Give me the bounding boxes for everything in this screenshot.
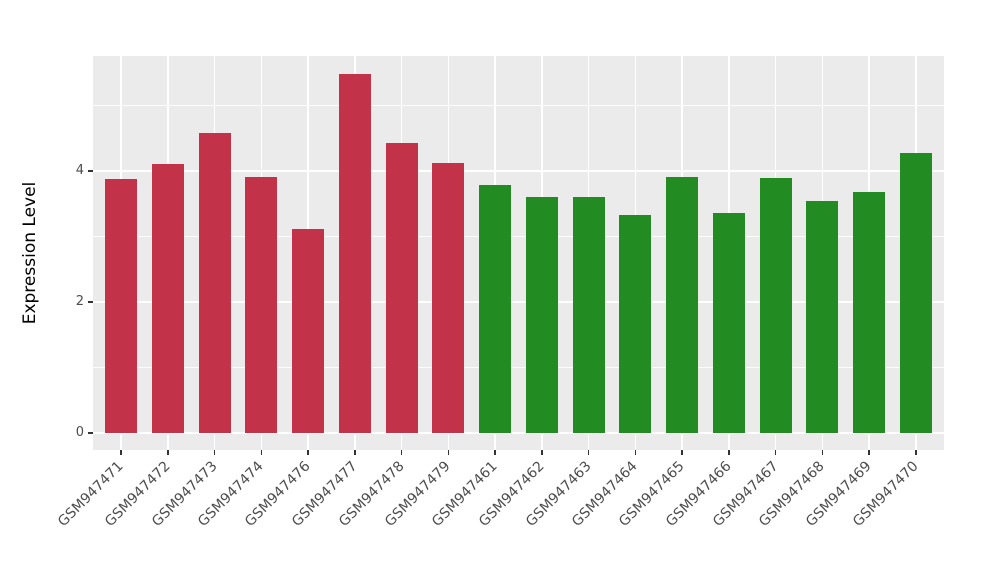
x-tick-mark (167, 450, 169, 455)
plot-panel (93, 56, 944, 450)
bar-GSM947465 (666, 177, 698, 433)
bar-GSM947466 (713, 213, 745, 433)
x-tick-mark (681, 450, 683, 455)
bar-GSM947474 (245, 177, 277, 433)
bar-GSM947462 (526, 196, 558, 433)
gridline-major (93, 431, 944, 434)
gridline-major (93, 301, 944, 303)
x-tick-mark (120, 450, 122, 455)
x-tick-mark (541, 450, 543, 455)
y-tick-label: 0 (75, 424, 84, 440)
x-tick-mark (915, 450, 917, 455)
y-tick-mark (88, 432, 93, 434)
x-tick-mark (868, 450, 870, 455)
x-tick-mark (587, 450, 590, 455)
gridline-major (93, 170, 944, 172)
x-tick-mark (447, 450, 450, 455)
bar-GSM947467 (760, 178, 792, 433)
gridline-minor (93, 105, 944, 107)
bar-GSM947477 (339, 74, 371, 433)
x-tick-mark (213, 450, 216, 455)
bar-GSM947476 (292, 229, 324, 433)
y-tick-mark (88, 170, 93, 172)
x-tick-mark (774, 450, 777, 455)
bar-GSM947470 (900, 152, 932, 433)
bar-GSM947473 (199, 133, 231, 433)
x-tick-mark (400, 450, 403, 455)
y-tick-mark (88, 301, 93, 303)
x-tick-mark (494, 450, 496, 455)
x-tick-mark (307, 450, 309, 455)
bar-GSM947472 (152, 163, 184, 433)
x-tick-mark (821, 450, 824, 455)
bar-GSM947461 (479, 184, 511, 433)
bar-GSM947469 (853, 192, 885, 433)
gridline-minor (93, 367, 944, 369)
bar-GSM947471 (105, 179, 137, 433)
gridline-minor (93, 236, 944, 238)
bar-GSM947468 (806, 200, 838, 433)
bar-GSM947464 (619, 215, 651, 433)
x-tick-mark (728, 450, 730, 455)
x-tick-mark (354, 450, 356, 455)
y-tick-label: 2 (75, 294, 84, 310)
bar-GSM947479 (432, 163, 464, 433)
x-tick-mark (260, 450, 263, 455)
bar-GSM947478 (386, 143, 418, 433)
y-tick-label: 4 (75, 163, 84, 179)
bar-GSM947463 (573, 196, 605, 433)
x-tick-mark (634, 450, 637, 455)
y-axis-title-text: Expression Level (20, 181, 40, 325)
